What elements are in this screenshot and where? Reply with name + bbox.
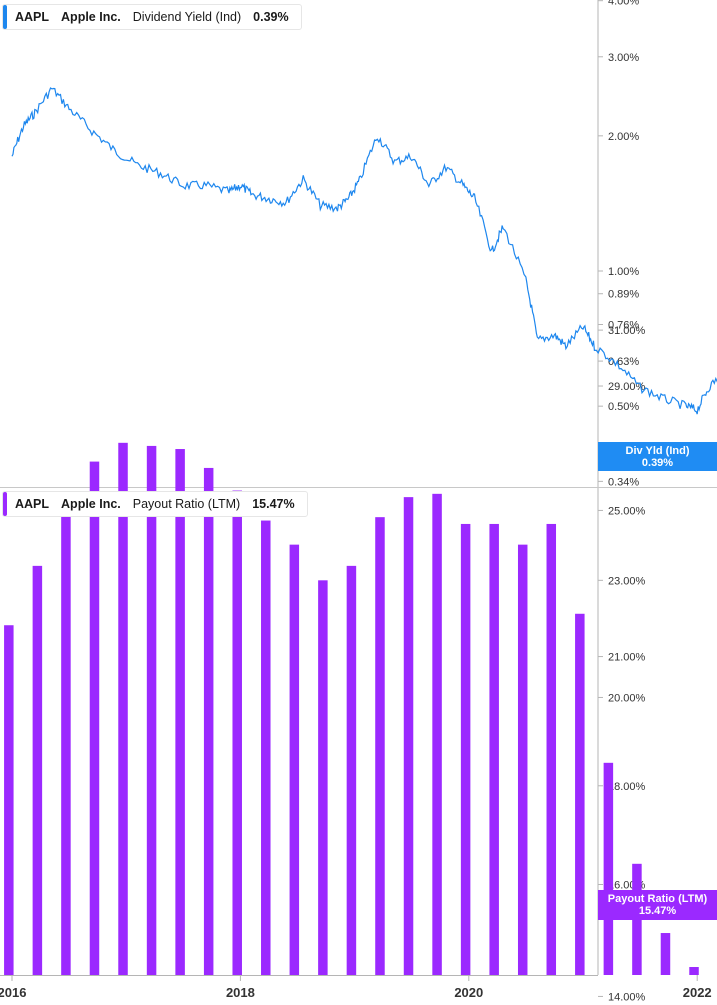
payout-legend-ticker: AAPL	[15, 497, 50, 511]
yield-value-tag: Div Yld (Ind) 0.39%	[598, 442, 717, 471]
payout-bar	[517, 544, 528, 975]
payout-bar	[61, 507, 71, 975]
payout-bar	[660, 933, 671, 975]
payout-tick-label: 23.00%	[608, 575, 646, 587]
yield-tick-label: 0.89%	[608, 289, 639, 301]
payout-legend: AAPL Apple Inc. Payout Ratio (LTM) 15.47…	[2, 491, 308, 517]
yield-tick-label: 3.00%	[608, 52, 639, 64]
payout-bar	[546, 523, 557, 975]
payout-bar	[146, 445, 157, 975]
payout-tick-label: 25.00%	[608, 505, 646, 517]
yield-tick-label: 0.50%	[608, 401, 639, 413]
yield-legend-company: Apple Inc.	[61, 10, 121, 24]
payout-tick-label: 18.00%	[608, 781, 646, 793]
yield-tag-value: 0.39%	[641, 457, 674, 469]
payout-bar	[346, 565, 357, 975]
yield-tick-label: 4.00%	[608, 0, 639, 8]
payout-bar	[318, 580, 328, 975]
payout-bar	[89, 461, 100, 975]
payout-bar	[261, 520, 271, 975]
yield-legend-metric: Dividend Yield (Ind)	[132, 10, 242, 24]
yield-tick-label: 2.00%	[608, 131, 639, 143]
payout-bar	[432, 493, 442, 975]
payout-bar	[375, 517, 385, 975]
payout-bar	[489, 523, 499, 975]
x-tick-label: 2018	[226, 985, 255, 1000]
x-tick-label: 2020	[454, 985, 483, 1000]
payout-bar	[32, 565, 43, 975]
x-tick-label: 2016	[0, 985, 26, 1000]
payout-tag-label: Payout Ratio (LTM)	[607, 893, 708, 905]
payout-bar	[118, 442, 128, 976]
payout-bar	[203, 467, 214, 975]
x-tick-label: 2022	[683, 985, 712, 1000]
yield-legend-swatch	[3, 5, 7, 29]
payout-legend-company: Apple Inc.	[61, 497, 121, 511]
payout-legend-metric: Payout Ratio (LTM)	[132, 497, 241, 511]
payout-bars	[4, 442, 699, 976]
yield-legend-value: 0.39%	[253, 10, 289, 24]
payout-tick-label: 20.00%	[608, 692, 646, 704]
dividend-yield-line	[11, 87, 717, 415]
payout-bar	[689, 967, 699, 975]
payout-bar	[232, 490, 242, 975]
payout-bar	[603, 762, 614, 975]
payout-legend-value: 15.47%	[252, 497, 295, 511]
payout-tick-label: 14.00%	[608, 991, 646, 1003]
x-axis: 201620182020202220242026	[0, 975, 712, 1000]
yield-legend: AAPL Apple Inc. Dividend Yield (Ind) 0.3…	[2, 4, 302, 30]
payout-bar	[175, 449, 185, 975]
payout-axis: 31.00%29.00%27.00%25.00%23.00%21.00%20.0…	[598, 325, 646, 1003]
yield-legend-ticker: AAPL	[15, 10, 50, 24]
yield-tick-label: 1.00%	[608, 266, 639, 278]
payout-tick-label: 31.00%	[608, 325, 646, 337]
yield-tick-label: 0.63%	[608, 356, 639, 368]
payout-bar	[575, 613, 585, 975]
payout-bar	[4, 625, 14, 975]
yield-tick-label: 0.76%	[608, 320, 639, 332]
yield-tag-label: Div Yld (Ind)	[625, 445, 690, 457]
payout-legend-swatch	[3, 492, 7, 516]
payout-tick-label: 21.00%	[608, 652, 646, 664]
payout-bar	[403, 497, 414, 975]
payout-bar	[460, 523, 471, 975]
payout-tag-value: 15.47%	[638, 905, 677, 917]
yield-axis: 4.00% 3.00% 2.00% 1.00% 0.89% 0.76% 0.63% 0.50%…	[598, 0, 639, 488]
payout-bar	[289, 544, 300, 975]
payout-value-tag: Payout Ratio (LTM) 15.47%	[598, 890, 717, 920]
yield-tick-label: 0.34%	[608, 476, 639, 488]
